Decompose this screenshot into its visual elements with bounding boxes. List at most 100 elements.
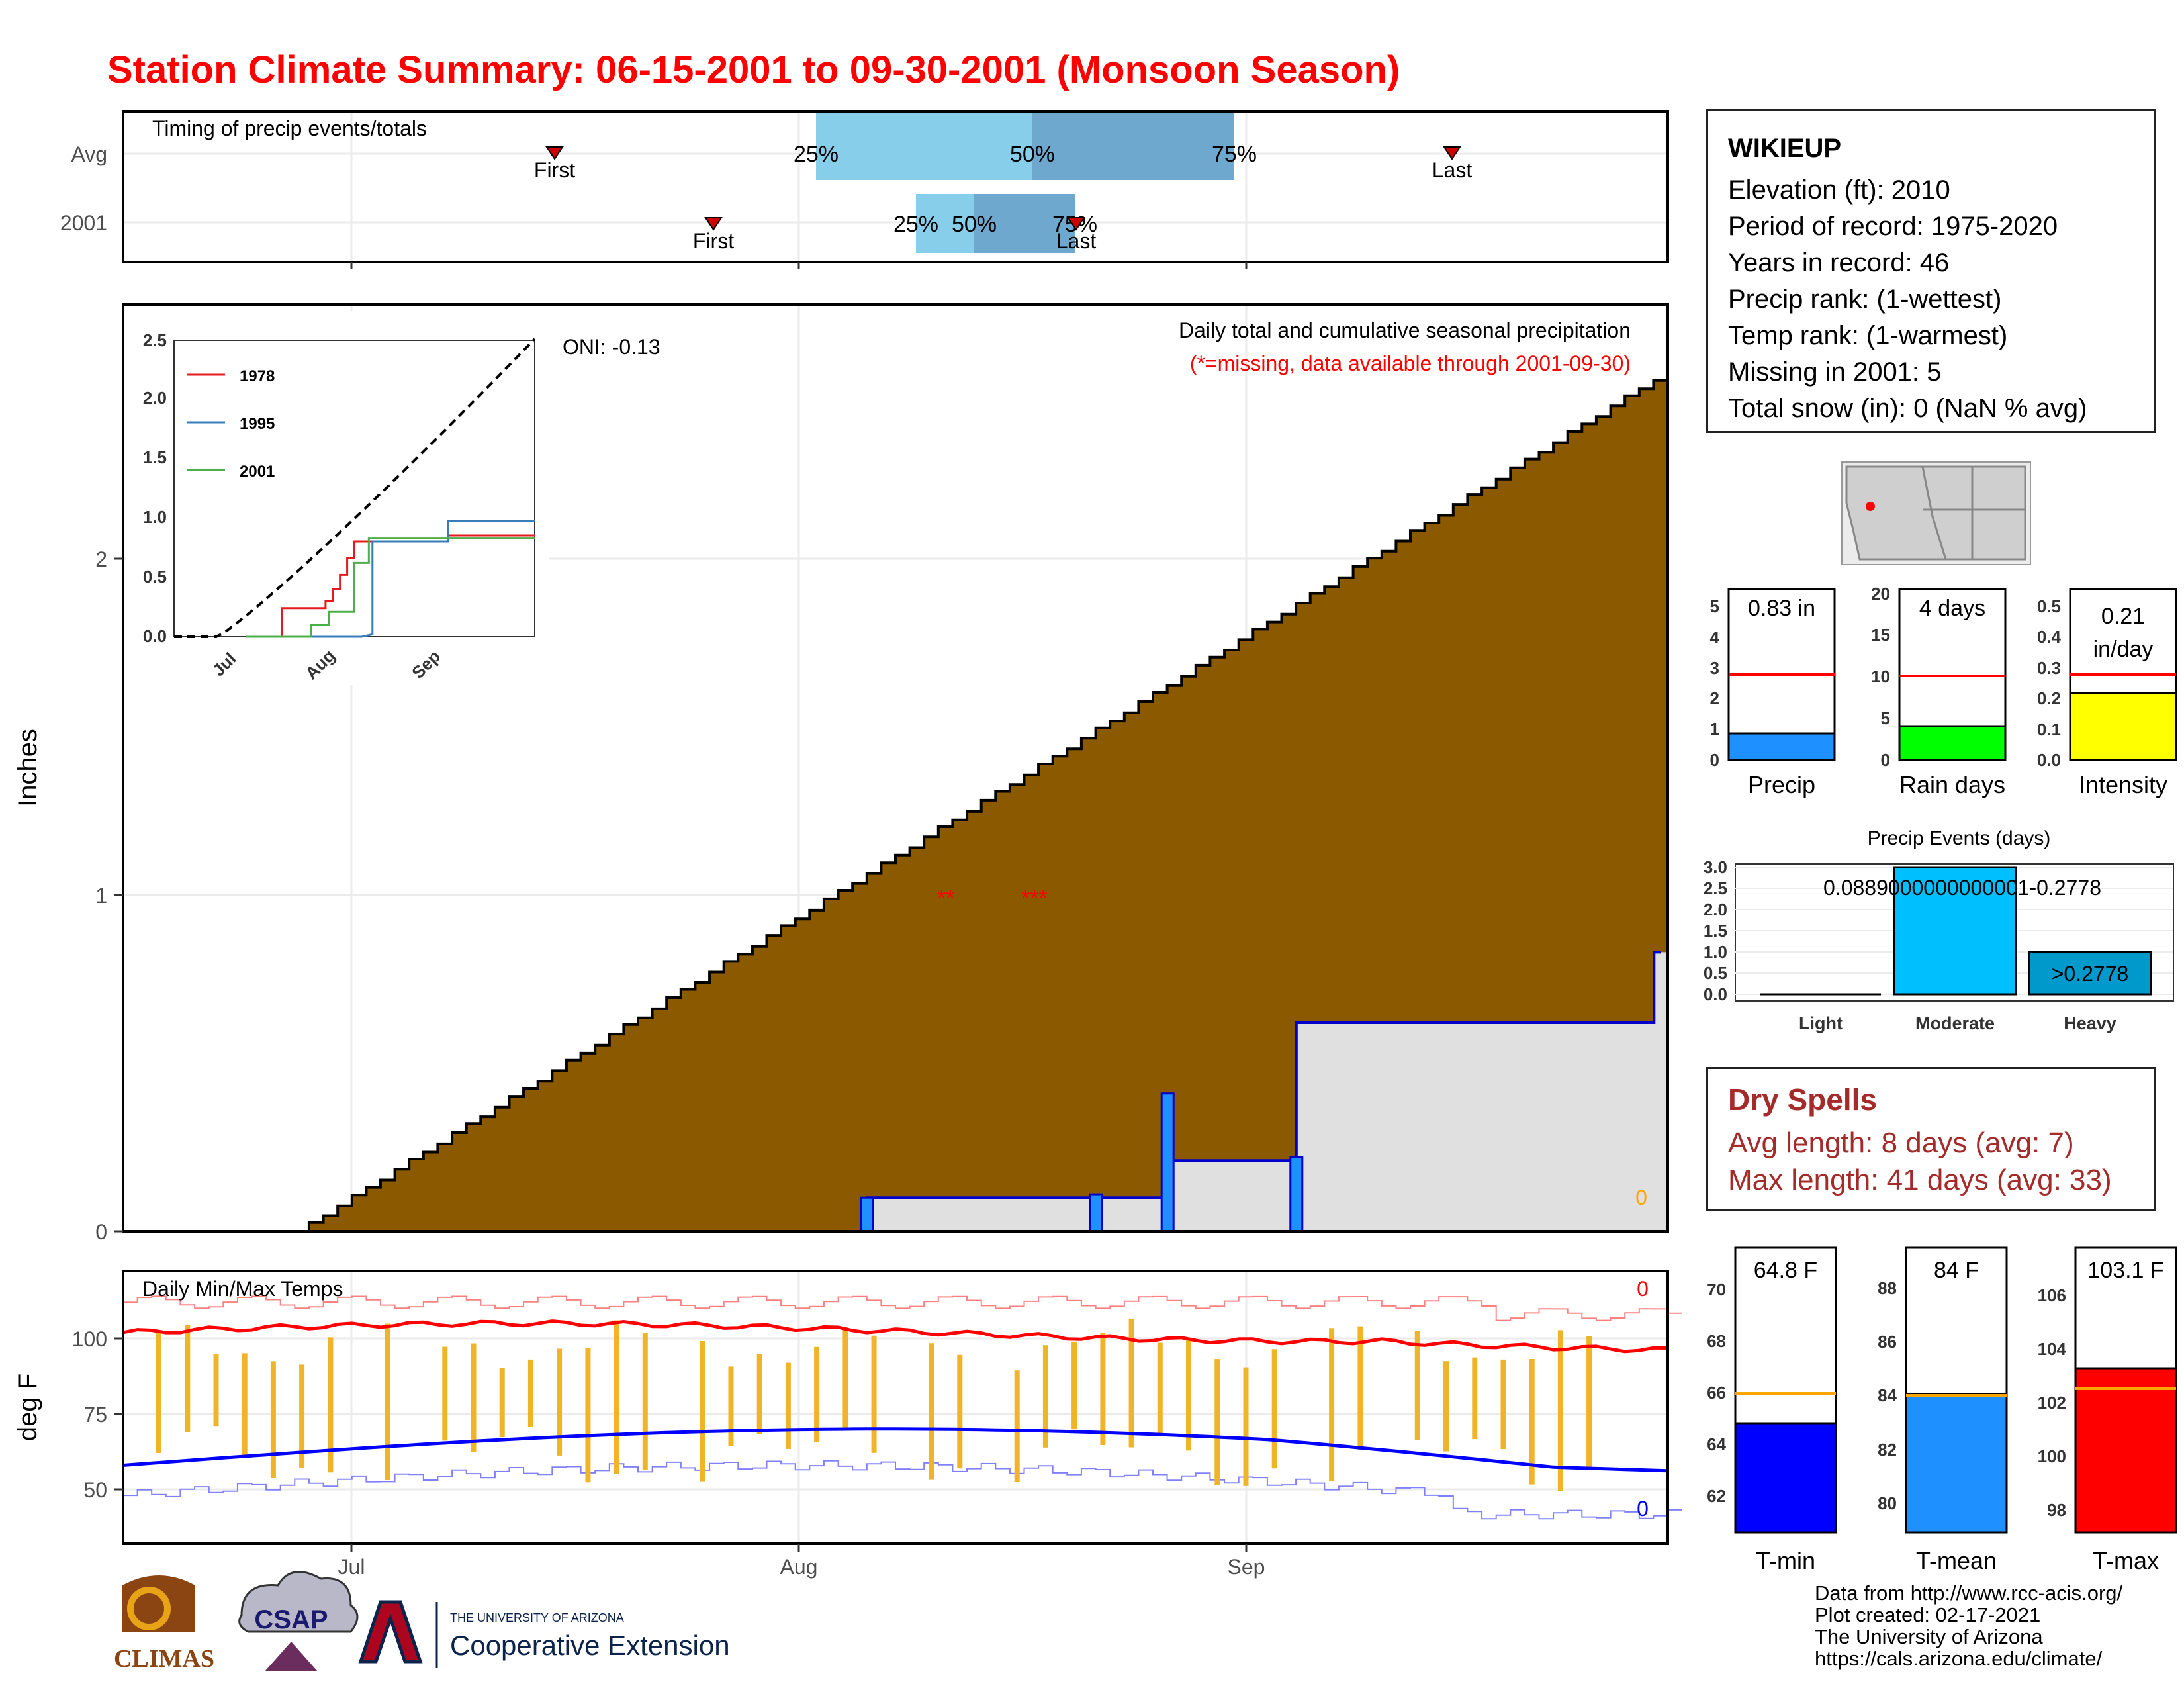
ua-logo: THE UNIVERSITY OF ARIZONA Cooperative Ex… (358, 1600, 730, 1668)
temp-label: Daily Min/Max Temps (142, 1277, 343, 1301)
tmin-tick: 64 (1707, 1434, 1726, 1454)
inset-ytick: 2.5 (143, 330, 167, 350)
tmax-label: T-max (2093, 1547, 2159, 1574)
tmax-tick: 102 (2038, 1393, 2066, 1413)
temp-panel: Daily Min/Max Temps 0 0 100 75 50 deg F … (13, 1270, 1682, 1579)
moderate-bar (1893, 866, 2017, 996)
precip-ytick-0: 0 (95, 1220, 107, 1244)
y2001-p50-label: 50% (952, 212, 997, 237)
intensity-unit: in/day (2093, 637, 2154, 662)
daily-temp-bar (213, 1354, 219, 1427)
timing-row-avg: Avg (71, 142, 107, 166)
events-tick: 1.5 (1704, 921, 1727, 941)
tmean-tick: 86 (1878, 1332, 1897, 1352)
inset-y-axis: 0.0 0.5 1.0 1.5 2.0 2.5 (143, 330, 167, 646)
daily-temp-bar (1128, 1319, 1134, 1448)
precip-tick: 1 (1710, 719, 1719, 739)
avg-first-marker (545, 146, 564, 160)
events-cat-moderate: Moderate (1915, 1013, 1995, 1033)
daily-temp-bar (471, 1343, 477, 1452)
daily-temp-bar (1443, 1361, 1449, 1452)
summary-bar-precip: 0.83 in Precip 0 1 2 3 4 5 (1710, 588, 1836, 798)
avg-p75-label: 75% (1212, 142, 1257, 167)
ua-logo-small: THE UNIVERSITY OF ARIZONA (450, 1611, 624, 1624)
tmin-tick: 70 (1707, 1280, 1726, 1299)
tmin-tick: 68 (1707, 1331, 1726, 1351)
station-info-box: WIKIEUP Elevation (ft): 2010 Period of r… (1706, 109, 2156, 433)
daily-temp-bar (642, 1333, 648, 1470)
daily-temp-bar (1529, 1359, 1535, 1485)
precip-tick: 2 (1710, 688, 1719, 708)
precip-zero-label: 0 (1635, 1186, 1647, 1209)
events-tick: 1.0 (1704, 942, 1727, 962)
xtick-aug: Aug (780, 1555, 818, 1579)
daily-temp-bar (1042, 1345, 1048, 1448)
intensity-tick: 0.3 (2037, 658, 2061, 678)
tmin-label: T-min (1756, 1547, 1815, 1574)
daily-temp-bar (728, 1366, 734, 1446)
intensity-tick: 0.4 (2037, 627, 2062, 647)
daily-temp-bar (270, 1361, 276, 1478)
raindays-tick: 0 (1881, 750, 1890, 770)
temp-ytick-75: 75 (83, 1403, 107, 1427)
precip-events-chart: Precip Events (days) 0.0889000000000001-… (1704, 827, 2174, 1033)
heavy-label: >0.2778 (2052, 962, 2129, 986)
inset-ytick: 0.5 (143, 567, 167, 586)
daily-temp-bar (957, 1354, 963, 1469)
inset-1995-line (246, 520, 535, 638)
tmin-tick: 66 (1707, 1383, 1726, 1403)
y2001-last-label: Last (1056, 229, 1097, 253)
events-tick: 3.0 (1704, 857, 1727, 877)
dry-spells-avg: Avg length: 8 days (avg: 7) (1728, 1127, 2074, 1159)
oni-label: ONI: -0.13 (563, 335, 660, 359)
precip-label: Precip (1748, 771, 1815, 798)
record-min-line (123, 1460, 1682, 1520)
daily-temp-bar (557, 1348, 563, 1456)
daily-temp-bar (785, 1362, 791, 1449)
precip-tick: 4 (1710, 628, 1720, 647)
xtick-sep: Sep (1228, 1555, 1265, 1579)
daily-temp-bar (1243, 1367, 1249, 1486)
temp-ytick-50: 50 (83, 1478, 107, 1502)
daily-temp-bar (442, 1346, 448, 1441)
avg-50-75-bar (1032, 111, 1234, 180)
tmean-bar (1905, 1393, 2008, 1534)
events-title: Precip Events (days) (1868, 827, 2051, 849)
daily-temp-bar (1157, 1342, 1163, 1434)
missing-marker-2: *** (1021, 886, 1048, 911)
station-precip-rank: Precip rank: (1-wettest) (1728, 285, 2002, 314)
intensity-bar (2069, 692, 2177, 761)
temp-ylabel: deg F (13, 1374, 42, 1441)
climas-logo-text: CLIMAS (114, 1645, 214, 1673)
temp-gridlines (123, 1271, 1668, 1544)
daily-temp-bar (1329, 1328, 1335, 1481)
heavy-bar (2028, 951, 2152, 996)
precip-ylabel: Inches (13, 729, 42, 807)
max-missing-count: 0 (1637, 1277, 1649, 1301)
daily-precip-bar (860, 1196, 874, 1233)
events-cat-light: Light (1799, 1013, 1843, 1033)
raindays-tick: 15 (1871, 625, 1890, 645)
daily-temp-bar (328, 1337, 334, 1473)
daily-temp-bar (1100, 1333, 1106, 1445)
y2001-first-marker (704, 217, 723, 231)
missing-marker-1: ** (937, 886, 954, 911)
daily-temp-bar (527, 1359, 533, 1427)
station-elevation: Elevation (ft): 2010 (1728, 175, 1950, 205)
station-years: Years in record: 46 (1728, 248, 1950, 277)
daily-temp-bar (585, 1348, 591, 1483)
station-temp-rank: Temp rank: (1-warmest) (1728, 321, 2008, 350)
moderate-label: 0.0889000000000001-0.2778 (1823, 876, 2101, 900)
climas-logo: CLIMAS (114, 1575, 214, 1673)
daily-temp-bar (1214, 1359, 1220, 1485)
missing-note: (*=missing, data available through 2001-… (1190, 352, 1631, 375)
temp-bar-tmean: 84 F T-mean 80 82 84 86 88 (1878, 1246, 2008, 1574)
station-snow: Total snow (in): 0 (NaN % avg) (1728, 394, 2087, 423)
avg-last-label: Last (1432, 158, 1473, 182)
daily-temp-bar (1357, 1326, 1363, 1450)
station-location-marker (1866, 502, 1875, 511)
daily-temp-bar (1557, 1330, 1563, 1491)
tmax-value: 103.1 F (2087, 1258, 2163, 1283)
daily-temp-bar (1500, 1359, 1506, 1450)
